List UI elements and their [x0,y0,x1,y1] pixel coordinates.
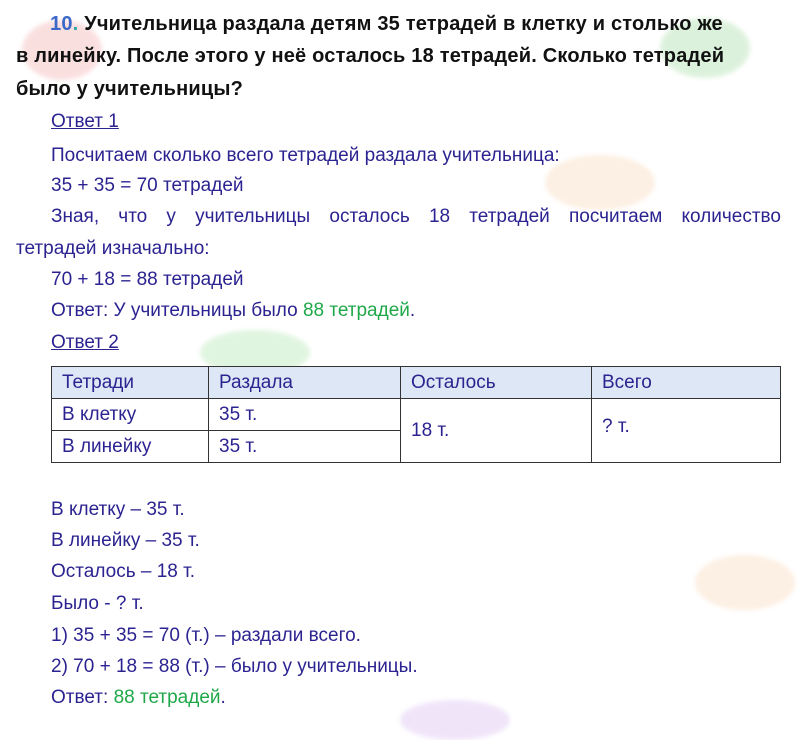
problem-number: 10 [50,13,73,35]
table-cell: В линейку [51,430,209,463]
watermark-blob [22,20,102,80]
answer2-heading: Ответ 2 [51,332,119,353]
table-cell: 18 т. [400,398,592,463]
table-row: В клетку 35 т. 18 т. ? т. [51,398,781,463]
answer2-line: Осталось – 18 т. [51,561,196,582]
data-table: Тетради Раздала Осталось Всего В клетку … [51,366,781,463]
table-cell: 35 т. [208,430,401,463]
answer1-line: Зная, что у учительницы осталось 18 тетр… [51,206,781,227]
answer1-heading: Ответ 1 [51,111,119,132]
answer2-line: В линейку – 35 т. [51,530,200,551]
problem-line-3: было у учительницы? [16,78,244,100]
answer1-line: тетрадей изначально: [16,238,210,259]
answer1-final: Ответ: У учительницы было 88 тетрадей. [51,300,416,321]
answer1-line: Посчитаем сколько всего тетрадей раздала… [51,145,560,166]
table-header: Осталось [400,366,592,399]
watermark-blob [400,700,510,740]
table-cell: ? т. [591,398,781,463]
answer2-final: Ответ: 88 тетрадей. [51,687,226,708]
answer1-line: 70 + 18 = 88 тетрадей [51,269,244,290]
answer2-line: В клетку – 35 т. [51,499,185,520]
answer1-line: 35 + 35 = 70 тетрадей [51,175,244,196]
problem-line-1: 10. Учительница раздала детям 35 тетраде… [50,13,723,35]
table-row: В линейку 35 т. [51,430,781,463]
watermark-blob [545,155,655,210]
table-header: Тетради [51,366,209,399]
table-header: Всего [591,366,781,399]
table-cell: В клетку [51,398,209,431]
watermark-blob [660,18,750,78]
table-cell: 35 т. [208,398,401,431]
answer2-line: 1) 35 + 35 = 70 (т.) – раздали всего. [51,625,361,646]
answer2-line: Было - ? т. [51,593,144,614]
problem-text: Учительница раздала детям 35 тетрадей в … [84,13,723,35]
table-header: Раздала [208,366,401,399]
answer2-line: 2) 70 + 18 = 88 (т.) – было у учительниц… [51,656,418,677]
watermark-blob [695,555,795,610]
table-header-row: Тетради Раздала Осталось Всего [51,366,781,399]
problem-line-2: в линейку. После этого у неё осталось 18… [16,45,725,67]
